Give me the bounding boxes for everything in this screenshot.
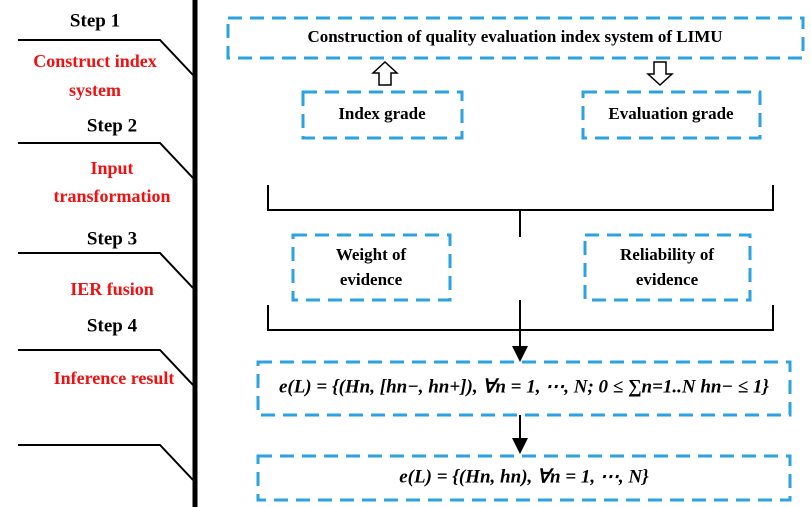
- hollow-arrow-down: [646, 61, 674, 87]
- evaluation-grade-box: [581, 90, 762, 140]
- final-result-formula: e(L) = {(Hn, hn), ∀n = 1, ⋯, N}: [399, 466, 649, 487]
- step-divider: [18, 39, 194, 76]
- step-divider: [18, 252, 194, 289]
- weight-text: Weight of: [336, 245, 407, 264]
- reliability-text: Reliability of: [620, 245, 714, 264]
- step-divider: [18, 142, 194, 179]
- index-grade-box: [301, 90, 464, 140]
- hollow-arrow-up: [371, 60, 399, 86]
- reliability-text: evidence: [636, 270, 699, 289]
- step-desc: system: [69, 80, 121, 100]
- system-box: [226, 16, 805, 60]
- step-desc: Construct index: [33, 51, 157, 71]
- final-result-box: [256, 454, 792, 502]
- weight-text: evidence: [340, 270, 403, 289]
- evaluation-grade-text: Evaluation grade: [608, 104, 734, 123]
- step-desc: Input: [90, 158, 133, 178]
- index-grade-text: Index grade: [338, 104, 426, 123]
- step-label: Step 4: [87, 315, 138, 336]
- reliability-box: [583, 233, 752, 302]
- interval-result-formula: e(L) = {(Hn, [hn−, hn+]), ∀n = 1, ⋯, N; …: [279, 376, 769, 397]
- step-divider: [18, 349, 194, 386]
- step-desc: transformation: [54, 186, 171, 206]
- step-divider: [18, 444, 194, 481]
- weight-box: [291, 233, 452, 302]
- step-desc: IER fusion: [70, 279, 154, 299]
- arrow-head: [512, 346, 528, 362]
- system-text: Construction of quality evaluation index…: [307, 27, 722, 46]
- bracket: [267, 185, 774, 211]
- step-label: Step 2: [87, 115, 137, 136]
- step-desc: Inference result: [54, 368, 175, 388]
- arrow-head: [512, 438, 528, 454]
- interval-result-box: [256, 360, 792, 417]
- step-label: Step 3: [87, 228, 137, 249]
- step-label: Step 1: [70, 10, 120, 31]
